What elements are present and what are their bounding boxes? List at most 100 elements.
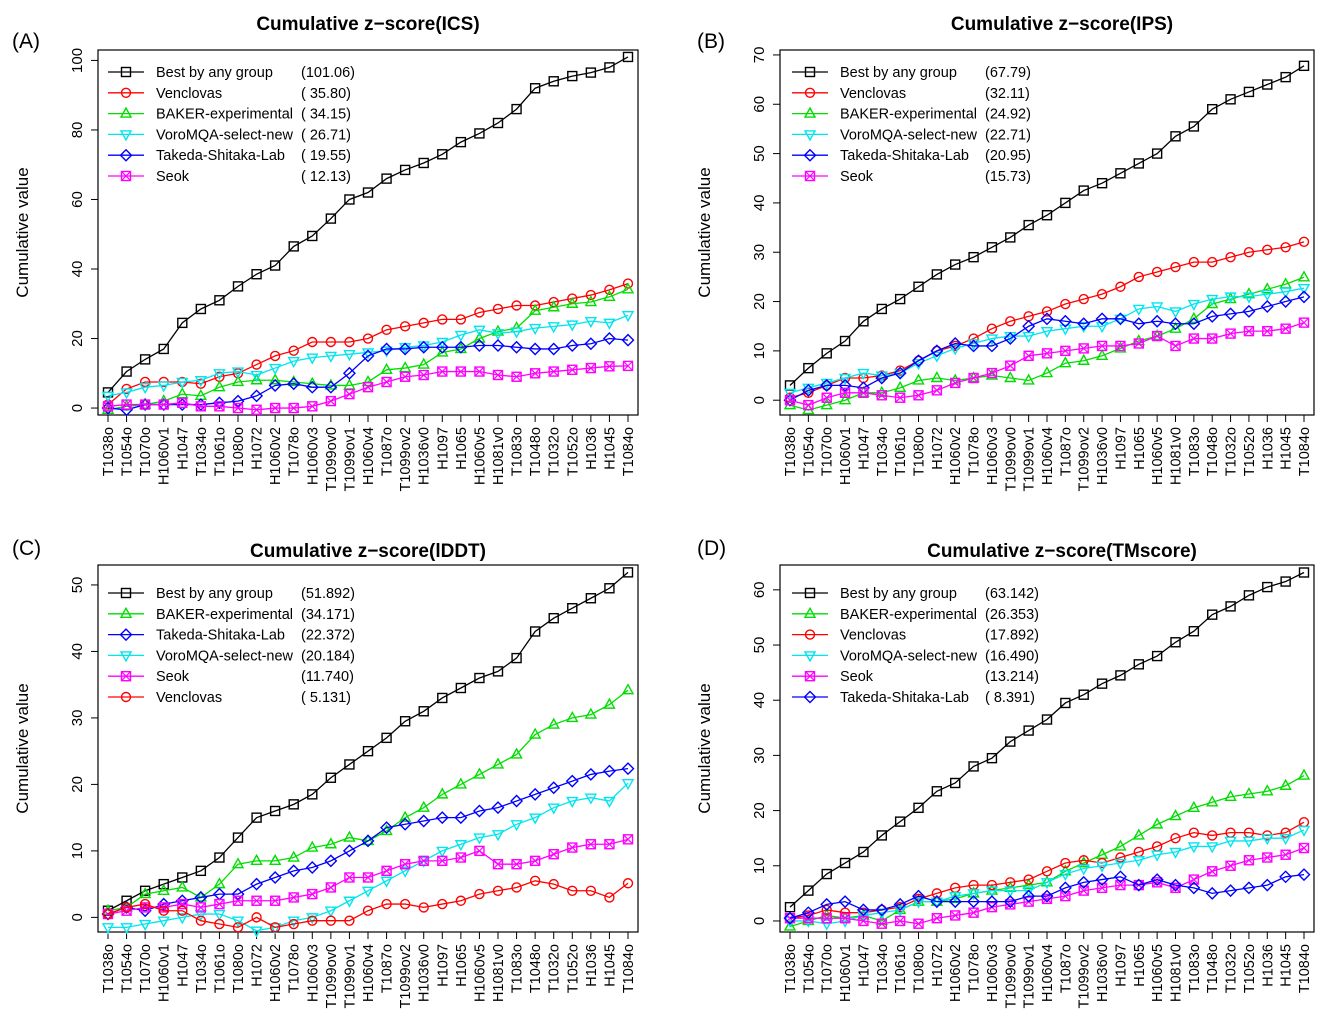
data-point [547, 781, 561, 795]
x-tick-label: T1032o [1224, 427, 1240, 476]
data-point [1261, 289, 1274, 302]
data-point [455, 852, 467, 863]
data-point [784, 913, 796, 924]
series-line [107, 314, 629, 397]
y-tick-label: 20 [69, 776, 86, 793]
data-point [362, 905, 374, 916]
data-point-cross [913, 390, 924, 401]
data-point [491, 324, 505, 336]
data-point [1005, 736, 1016, 747]
plot-frame [779, 49, 1315, 416]
data-point [381, 324, 392, 336]
data-point [436, 345, 449, 357]
x-tick-label: T1083o [1187, 427, 1203, 476]
y-tick-label: 0 [751, 396, 768, 404]
data-point [194, 909, 208, 921]
data-point-cross [1060, 345, 1071, 356]
chart-lddt: Cumulative z−score(lDDT) Cumulative value… [13, 541, 639, 1009]
data-point [138, 919, 152, 931]
data-point [381, 865, 392, 877]
data-point [876, 918, 887, 929]
data-point [1262, 852, 1273, 863]
x-tick-label: T1099ov1 [1022, 427, 1038, 492]
data-point-cross [437, 855, 448, 866]
data-point [418, 902, 429, 913]
data-point [1207, 830, 1218, 841]
data-point [1169, 321, 1182, 333]
x-tick-label: H1065 [454, 944, 470, 987]
chart-panel-ics: (A) Cumulative z−score(ICS) Cumulative va… [0, 0, 662, 515]
data-point [1077, 875, 1091, 889]
x-tick-label: H1097 [1113, 427, 1129, 470]
data-point [398, 866, 412, 878]
data-point [1170, 261, 1181, 273]
data-point-cross [1170, 341, 1181, 351]
x-tick-label: T1048o [1205, 944, 1221, 993]
legend-value: (101.06) [301, 65, 355, 81]
data-point [1262, 325, 1273, 337]
data-point [381, 732, 392, 744]
x-tick-label: H1060v5 [472, 944, 488, 1002]
data-point [1115, 281, 1126, 292]
data-point-cross [288, 892, 299, 903]
data-point [986, 323, 998, 334]
data-point [548, 878, 559, 890]
data-point [604, 284, 615, 296]
data-point [1077, 856, 1090, 868]
data-point [529, 300, 541, 311]
data-point [1150, 817, 1164, 829]
data-point [139, 885, 151, 896]
data-point [838, 393, 852, 405]
data-point [821, 913, 832, 924]
data-point [783, 919, 797, 931]
data-point [121, 905, 132, 916]
data-point [1058, 314, 1072, 328]
x-tick-label: T1084o [621, 944, 637, 993]
x-tick-label: T1099ov0 [324, 427, 340, 492]
data-point [1114, 839, 1127, 851]
data-point [1059, 869, 1072, 881]
data-point [1060, 697, 1071, 709]
x-tick-label: H1060v1 [157, 944, 173, 1002]
y-tick-label: 60 [751, 581, 768, 598]
legend-marker [803, 690, 817, 704]
x-tick-label: T1038o [101, 427, 117, 476]
x-tick-label: T1052o [565, 944, 581, 993]
data-point [139, 898, 151, 910]
data-point [398, 342, 412, 356]
data-point [454, 811, 468, 825]
legend-value: (34.171) [301, 607, 355, 623]
data-point [1150, 314, 1164, 328]
data-point [783, 393, 797, 407]
data-point [250, 926, 263, 938]
data-point [454, 330, 468, 342]
data-point [1060, 345, 1071, 357]
legend-value: (17.892) [985, 628, 1039, 644]
legend-marker [120, 170, 132, 182]
data-point [214, 401, 225, 412]
data-point [622, 878, 634, 889]
legend-label: BAKER-experimental [156, 607, 293, 623]
series-line [789, 287, 1305, 394]
x-tick-label: T1032o [547, 427, 563, 476]
data-point-cross [1152, 331, 1163, 342]
data-point [839, 913, 851, 924]
data-point [491, 757, 505, 769]
data-point [1260, 878, 1274, 892]
data-point [232, 922, 244, 933]
data-point [492, 858, 504, 870]
data-point [967, 895, 981, 909]
x-tick-label: T1083o [1187, 944, 1203, 993]
data-point [1280, 242, 1291, 253]
data-point [528, 727, 542, 739]
data-point-cross [895, 916, 906, 926]
data-point [1262, 581, 1273, 593]
data-point [604, 839, 615, 850]
data-point [362, 872, 374, 883]
data-point [139, 376, 151, 388]
data-point [436, 337, 449, 349]
data-point-cross [604, 839, 615, 850]
data-point [985, 368, 999, 380]
legend-label: Seok [840, 169, 874, 185]
data-point [622, 360, 634, 372]
